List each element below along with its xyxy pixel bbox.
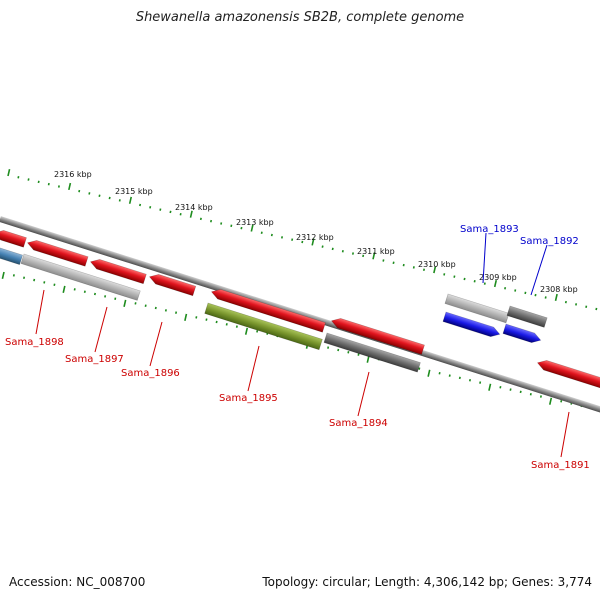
accession-text: Accession: NC_008700 (9, 575, 146, 589)
scale-label: 2311 kbp (357, 247, 395, 256)
leader-line (247, 345, 260, 392)
gene-sama-1896-top[interactable] (89, 257, 147, 285)
major-tick (372, 252, 376, 260)
scale-label: 2312 kbp (296, 233, 334, 242)
gene-label-sama-1896[interactable]: Sama_1896 (121, 368, 180, 379)
major-tick (554, 293, 558, 302)
major-tick (189, 210, 193, 218)
gene-label-sama-1893[interactable]: Sama_1893 (460, 224, 519, 235)
scale-ticks (1, 168, 598, 410)
gene-sama-1897[interactable] (20, 253, 141, 301)
leader-line (530, 244, 548, 296)
scale-label: 2316 kbp (54, 170, 92, 179)
major-tick (1, 271, 5, 280)
gene-sama-1892-fwd[interactable] (502, 323, 542, 345)
major-tick (7, 168, 11, 177)
scale-label: 2310 kbp (418, 260, 456, 269)
gene-label-sama-1897[interactable]: Sama_1897 (65, 354, 124, 365)
leader-line (482, 232, 487, 284)
genes (0, 228, 600, 390)
gene-sama-1895[interactable] (204, 302, 323, 351)
scale-labels: 2316 kbp 2315 kbp 2314 kbp 2313 kbp 2312… (54, 170, 578, 294)
scale-label: 2315 kbp (115, 187, 153, 196)
gene-sama-1895-top[interactable] (148, 272, 197, 297)
gene-sama-1893[interactable] (444, 293, 510, 324)
scale-label: 2314 kbp (175, 203, 213, 212)
major-tick (184, 313, 188, 321)
gene-sama-1898-steel[interactable] (0, 245, 23, 265)
leader-line (357, 371, 370, 417)
map-title: Shewanella amazonensis SB2B, complete ge… (135, 10, 465, 25)
leader-line (94, 306, 108, 353)
major-tick (123, 299, 127, 307)
gene-sama-1893-fwd[interactable] (442, 311, 501, 339)
scale-label: 2313 kbp (236, 218, 274, 227)
major-tick (493, 279, 498, 288)
genome-summary-text: Topology: circular; Length: 4,306,142 bp… (262, 575, 592, 589)
gene-sama-1891-top[interactable] (330, 316, 425, 355)
genome-backbone (0, 216, 600, 413)
leader-line (560, 411, 570, 458)
gene-label-sama-1894[interactable]: Sama_1894 (329, 418, 388, 429)
gene-label-sama-1898[interactable]: Sama_1898 (5, 337, 64, 348)
major-tick (62, 285, 66, 293)
scale-label: 2309 kbp (479, 273, 517, 282)
major-tick (244, 327, 249, 335)
major-tick (311, 238, 315, 246)
gene-label-sama-1892[interactable]: Sama_1892 (520, 236, 579, 247)
major-tick (433, 266, 437, 274)
gene-label-sama-1891[interactable]: Sama_1891 (531, 460, 590, 471)
gene-sama-1897-top[interactable] (26, 238, 89, 267)
major-tick (68, 182, 72, 191)
leader-line (35, 289, 45, 335)
gene-label-sama-1895[interactable]: Sama_1895 (219, 393, 278, 404)
major-tick (128, 196, 133, 204)
gene-sama-1891-right[interactable] (536, 358, 600, 390)
major-tick (427, 369, 431, 377)
leader-line (149, 321, 163, 367)
major-tick (488, 383, 492, 391)
gene-sama-1894[interactable] (323, 332, 421, 373)
major-tick (366, 355, 370, 363)
scale-label: 2308 kbp (540, 285, 578, 294)
gene-sama-1898-top[interactable] (0, 228, 27, 248)
major-tick (548, 397, 553, 405)
gene-sama-1894-top[interactable] (210, 287, 326, 333)
gene-sama-1892[interactable] (506, 305, 548, 328)
major-tick (250, 224, 254, 232)
